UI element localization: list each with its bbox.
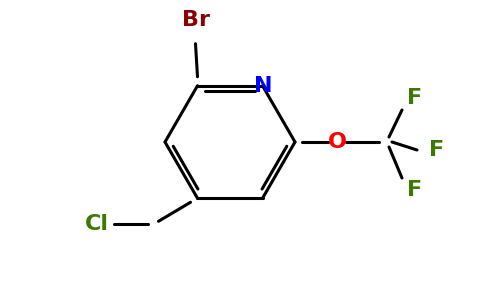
- Text: Br: Br: [182, 10, 211, 30]
- Text: Cl: Cl: [85, 214, 108, 234]
- Text: F: F: [408, 88, 423, 108]
- Text: O: O: [328, 132, 347, 152]
- Text: F: F: [429, 140, 445, 160]
- Text: F: F: [408, 180, 423, 200]
- Text: N: N: [254, 76, 273, 96]
